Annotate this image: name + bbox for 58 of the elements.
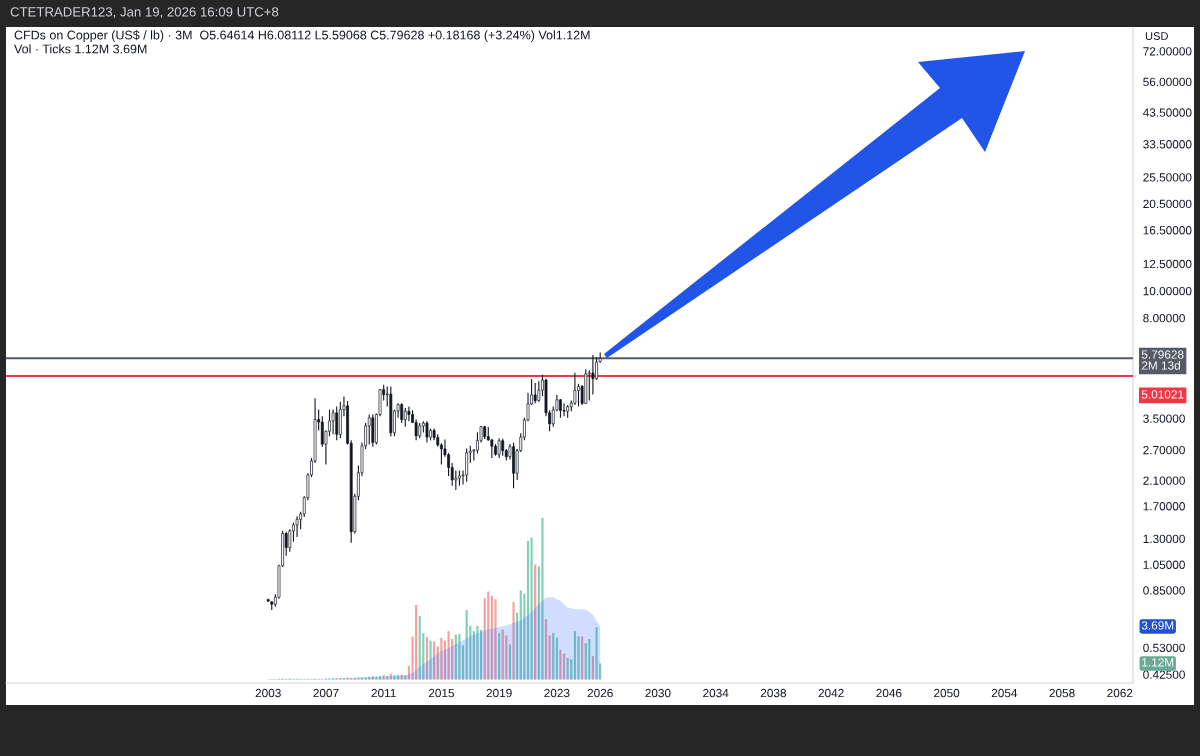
- y-tick-label: 12.50000: [1143, 259, 1192, 269]
- y-tick-label: 0.85000: [1143, 586, 1185, 595]
- x-tick-label: 2015: [428, 688, 455, 698]
- candlestick: [494, 443, 497, 457]
- x-tick-label: 2011: [371, 688, 396, 698]
- y-tick-label: 56.00000: [1143, 77, 1192, 87]
- candlestick: [533, 382, 537, 404]
- y-tick-label: 2.10000: [1143, 476, 1185, 485]
- candlestick: [403, 407, 407, 428]
- y-tick-label: 1.05000: [1143, 560, 1185, 569]
- x-tick-label: 2062: [1107, 688, 1133, 698]
- x-tick-label: 2034: [703, 688, 729, 698]
- x-tick-label: 2054: [991, 688, 1018, 698]
- y-tick-label: 33.50000: [1143, 140, 1192, 149]
- text: CTETRADER123, Jan 19, 2026 16:09 UTC+8: [10, 7, 279, 19]
- x-tick-label: 2050: [934, 688, 960, 698]
- y-tick-label: 20.50000: [1143, 199, 1192, 209]
- candlestick: [591, 354, 595, 396]
- x-tick-label: 2030: [645, 688, 671, 698]
- y-tick-label: 72.00000: [1143, 47, 1192, 56]
- x-tick-label: 2046: [876, 688, 902, 698]
- candlestick: [331, 409, 335, 435]
- candlestick: [587, 369, 591, 401]
- x-tick-label: 2026: [587, 688, 613, 698]
- candlestick: [490, 438, 494, 459]
- y-tick-label: 10.00000: [1143, 286, 1192, 296]
- candlestick: [400, 402, 404, 424]
- y-tick-label: 0.42500: [1143, 670, 1185, 679]
- y-tick-label: 2.70000: [1143, 445, 1185, 455]
- y-tick-label: 0.53000: [1143, 643, 1185, 652]
- candlestick: [562, 402, 566, 417]
- y-tick-label: 16.50000: [1143, 226, 1192, 235]
- ref-line-label: 5.01021: [1141, 390, 1184, 399]
- y-tick-label: 43.50000: [1142, 108, 1192, 117]
- y-tick-label: 25.50000: [1143, 173, 1192, 182]
- text: Vol · Ticks 1.12M 3.69M: [14, 44, 147, 54]
- candlestick: [367, 413, 371, 446]
- ref-line-label: 5.79628 2M 13d: [1141, 350, 1184, 370]
- x-tick-label: 2007: [313, 688, 339, 698]
- candlestick: [497, 437, 501, 459]
- y2-tick-label: 3.69M: [1141, 621, 1174, 630]
- text: USD: [1145, 32, 1168, 40]
- candlestick: [295, 515, 299, 538]
- x-tick-label: 2038: [760, 688, 787, 698]
- x-tick-label: 2042: [818, 688, 844, 698]
- candlestick: [407, 405, 411, 422]
- y-tick-label: 8.00000: [1143, 314, 1185, 323]
- y-tick-label: 1.30000: [1143, 534, 1185, 544]
- x-tick-label: 2003: [255, 688, 281, 698]
- x-tick-label: 2019: [486, 688, 512, 698]
- x-tick-label: 2023: [544, 688, 570, 698]
- chart-title: CFDs on Copper (US$ / lb) · 3M O5.64614 H6.08112 L5.59068 C5.79628 +0.18168 (+3.24%) Vol1.12M: [14, 30, 590, 42]
- x-tick-label: 2058: [1049, 688, 1075, 698]
- y-tick-label: 1.70000: [1143, 502, 1185, 511]
- y-tick-label: 3.50000: [1143, 414, 1185, 423]
- candlestick: [335, 405, 339, 441]
- y2-tick-label: 1.12M: [1142, 658, 1174, 667]
- candlestick: [425, 420, 429, 443]
